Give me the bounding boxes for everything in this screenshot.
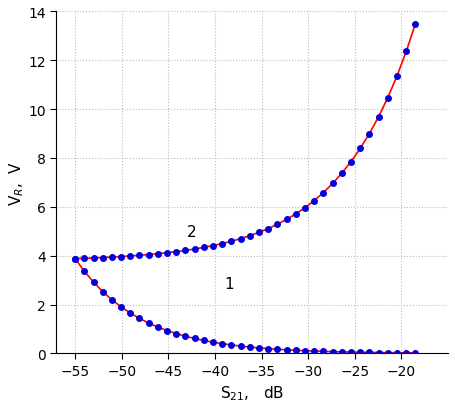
Text: 2: 2 — [187, 224, 197, 239]
Y-axis label: V$_R$,  V: V$_R$, V — [7, 160, 25, 206]
Text: 1: 1 — [224, 276, 234, 292]
X-axis label: S$_{21}$,   dB: S$_{21}$, dB — [220, 383, 284, 402]
